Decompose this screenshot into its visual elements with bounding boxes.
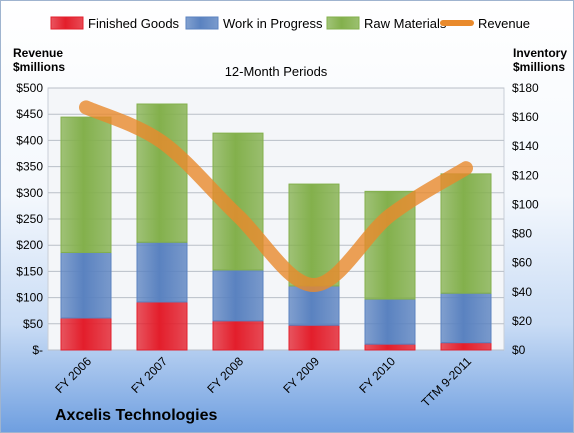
- left-axis-title-line-1: Revenue: [13, 46, 64, 60]
- bar-finished-goods: [440, 342, 492, 351]
- bar-finished-goods: [60, 317, 112, 351]
- left-tick-label: $500: [16, 81, 43, 95]
- right-tick-label: $180: [512, 81, 539, 95]
- right-tick-label: $140: [512, 139, 539, 153]
- chart-title: 12-Month Periods: [225, 64, 328, 79]
- left-tick-label: $350: [16, 160, 43, 174]
- bar-finished-goods: [212, 320, 264, 351]
- x-tick-label: FY 2006: [52, 354, 94, 396]
- right-tick-label: $120: [512, 168, 539, 182]
- bar-finished-goods: [364, 343, 416, 351]
- revenue-line: [79, 100, 473, 293]
- left-tick-label: $50: [23, 317, 43, 331]
- left-tick-label: $400: [16, 133, 43, 147]
- company-name: Axcelis Technologies: [55, 407, 218, 424]
- bar-raw-materials: [440, 173, 492, 294]
- left-axis-title: Revenue $millions: [13, 46, 73, 74]
- legend-label-revenue: Revenue: [478, 16, 530, 31]
- right-axis-title-line-2: $millions: [513, 60, 566, 74]
- left-axis-title-line-2: $millions: [13, 60, 66, 74]
- right-axis-title-line-1: Inventory: [513, 46, 568, 60]
- legend-swatch-work-in-progress: [185, 16, 219, 30]
- left-tick-label: $300: [16, 186, 43, 200]
- right-tick-label: $160: [512, 110, 539, 124]
- legend-label-finished-goods: Finished Goods: [88, 16, 180, 31]
- bar-work-in-progress: [136, 241, 188, 303]
- left-tick-label: $450: [16, 107, 43, 121]
- bar-work-in-progress: [60, 251, 112, 319]
- right-tick-label: $0: [512, 343, 526, 357]
- legend-label-raw-materials: Raw Materials: [364, 16, 447, 31]
- x-tick-label: FY 2009: [280, 354, 322, 396]
- x-tick-label: FY 2007: [128, 354, 170, 396]
- bar-finished-goods: [136, 301, 188, 351]
- left-tick-label: $100: [16, 291, 43, 305]
- bar-finished-goods: [288, 324, 340, 351]
- right-tick-label: $60: [512, 256, 532, 270]
- x-tick-label: FY 2010: [356, 354, 398, 396]
- bar-work-in-progress: [212, 269, 264, 322]
- right-tick-label: $100: [512, 197, 539, 211]
- left-tick-label: $200: [16, 238, 43, 252]
- right-tick-label: $20: [512, 314, 532, 328]
- left-tick-label: $150: [16, 264, 43, 278]
- right-tick-label: $80: [512, 227, 532, 241]
- bar-work-in-progress: [364, 298, 416, 345]
- bar-raw-materials: [288, 183, 340, 287]
- bar-raw-materials: [60, 116, 112, 253]
- legend-swatch-raw-materials: [326, 16, 360, 30]
- x-tick-label: TTM 9-2011: [419, 354, 475, 410]
- left-tick-label: $-: [32, 343, 43, 357]
- x-tick-label: FY 2008: [204, 354, 246, 396]
- legend-swatch-finished-goods: [50, 16, 84, 30]
- left-tick-label: $250: [16, 212, 43, 226]
- right-tick-label: $40: [512, 285, 532, 299]
- bar-work-in-progress: [440, 292, 492, 344]
- bar-work-in-progress: [288, 285, 340, 326]
- legend-label-work-in-progress: Work in Progress: [223, 16, 323, 31]
- right-axis-title: Inventory $millions: [513, 46, 573, 74]
